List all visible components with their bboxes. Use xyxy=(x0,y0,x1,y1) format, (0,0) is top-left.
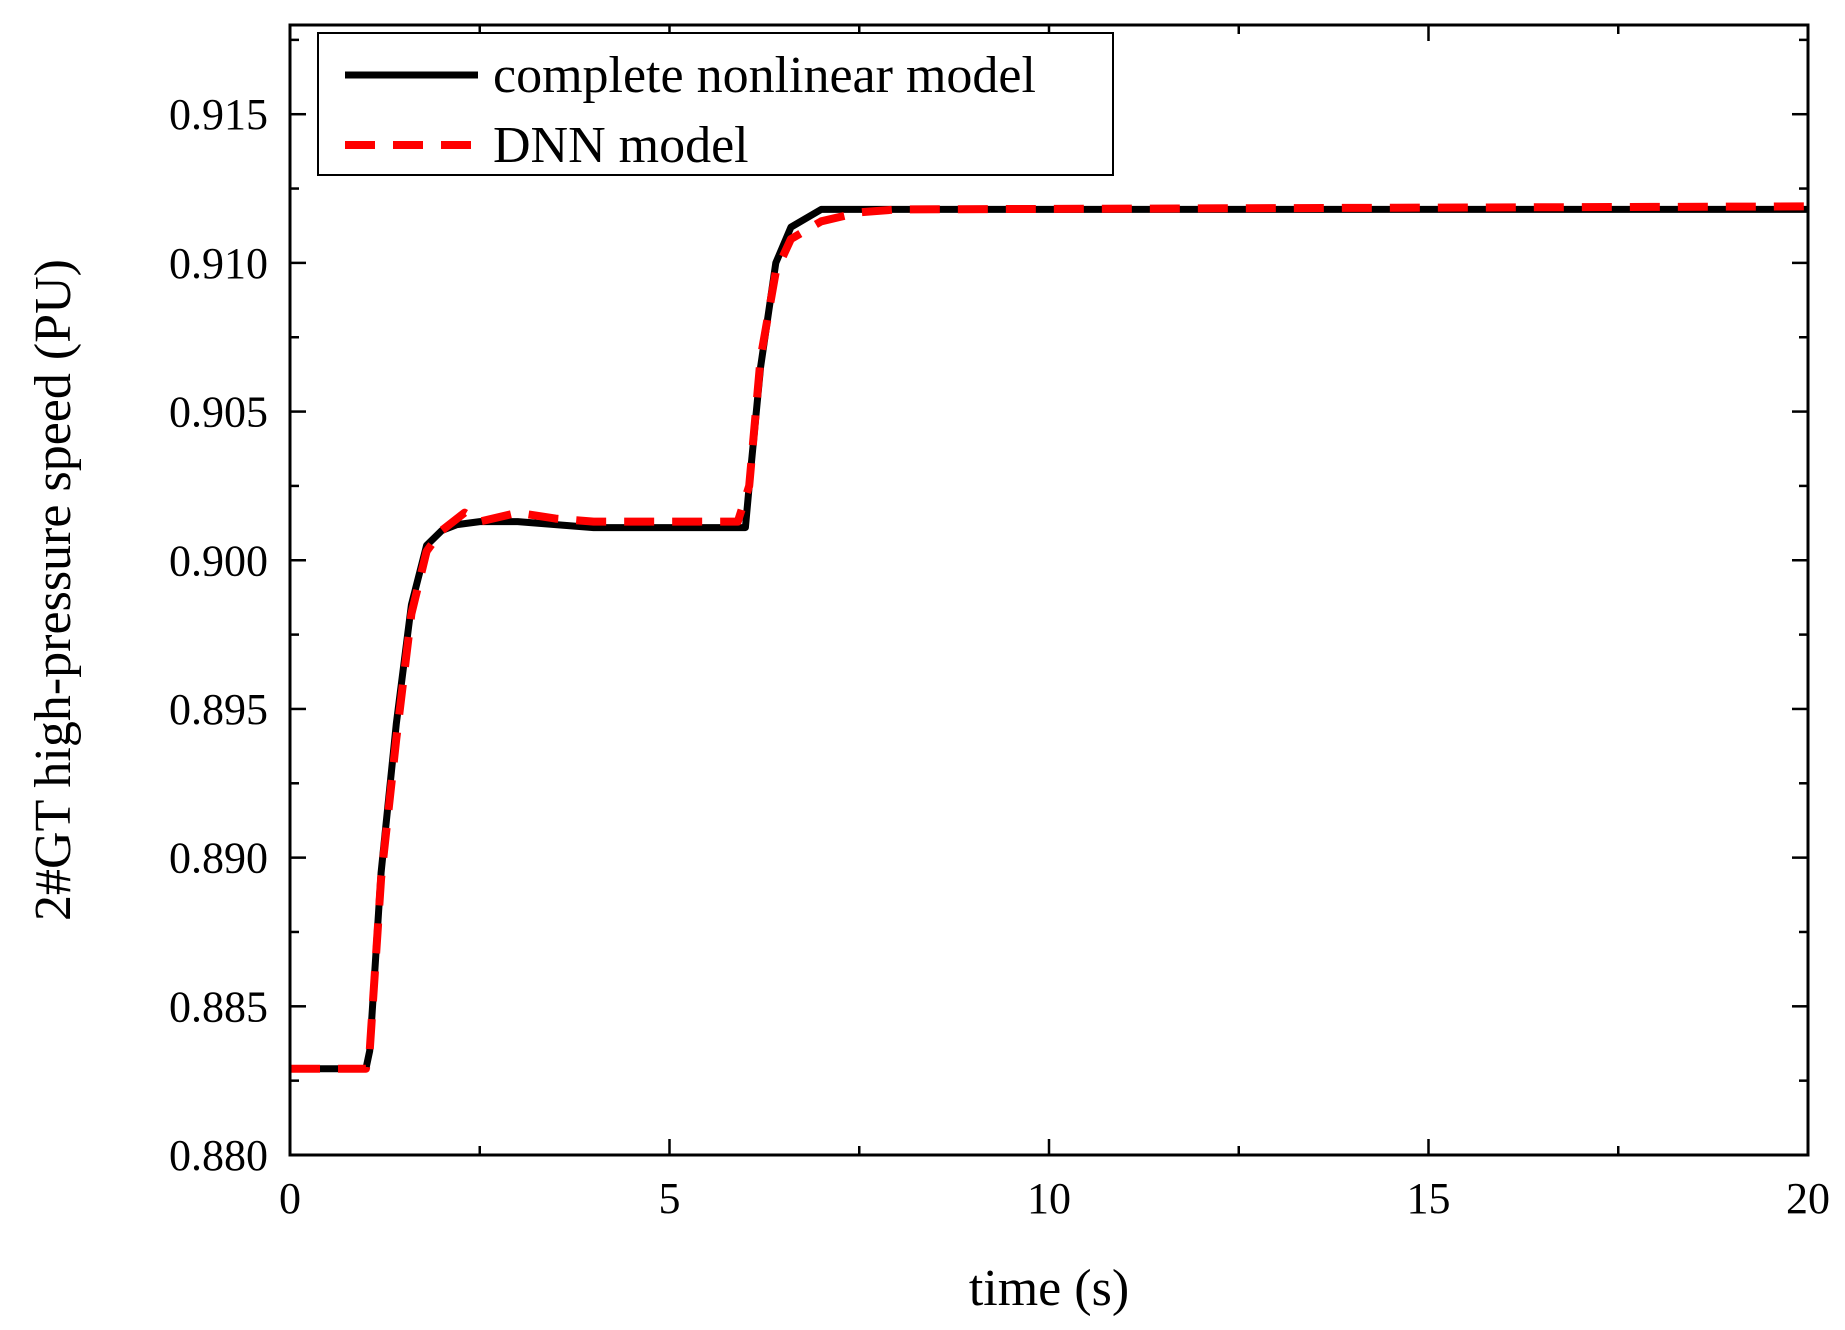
x-tick-label: 20 xyxy=(1786,1174,1830,1223)
series-line-complete-nonlinear-model xyxy=(290,205,1808,1073)
y-axis-title: 2#GT high-pressure speed (PU) xyxy=(25,259,82,921)
x-tick-label: 0 xyxy=(279,1174,301,1223)
y-tick-label: 0.890 xyxy=(169,834,268,883)
y-tick-label: 0.910 xyxy=(169,239,268,288)
x-axis-title: time (s) xyxy=(969,1260,1129,1317)
y-tick-label: 0.905 xyxy=(169,388,268,437)
legend: complete nonlinear model DNN model xyxy=(317,32,1114,176)
plot-lines xyxy=(290,202,1809,1073)
axis-tick-labels: 0 5 10 15 20 0.880 0.885 0.890 0.895 0.900 0.905 0.… xyxy=(169,90,1830,1223)
plot-frame xyxy=(288,23,1810,1157)
series-line-dnn-model xyxy=(290,202,1809,1073)
y-tick-label: 0.900 xyxy=(169,536,268,585)
y-tick-label: 0.885 xyxy=(169,982,268,1031)
x-tick-label: 15 xyxy=(1407,1174,1451,1223)
legend-box xyxy=(317,32,1114,176)
y-tick-label: 0.895 xyxy=(169,685,268,734)
axis-ticks xyxy=(288,25,1810,1157)
legend-label-complete-nonlinear-model: complete nonlinear model xyxy=(493,47,1036,104)
y-tick-label: 0.880 xyxy=(169,1131,268,1180)
y-tick-label: 0.915 xyxy=(169,90,268,139)
legend-label-dnn-model: DNN model xyxy=(493,117,749,174)
x-tick-label: 10 xyxy=(1027,1174,1071,1223)
x-tick-label: 5 xyxy=(659,1174,681,1223)
